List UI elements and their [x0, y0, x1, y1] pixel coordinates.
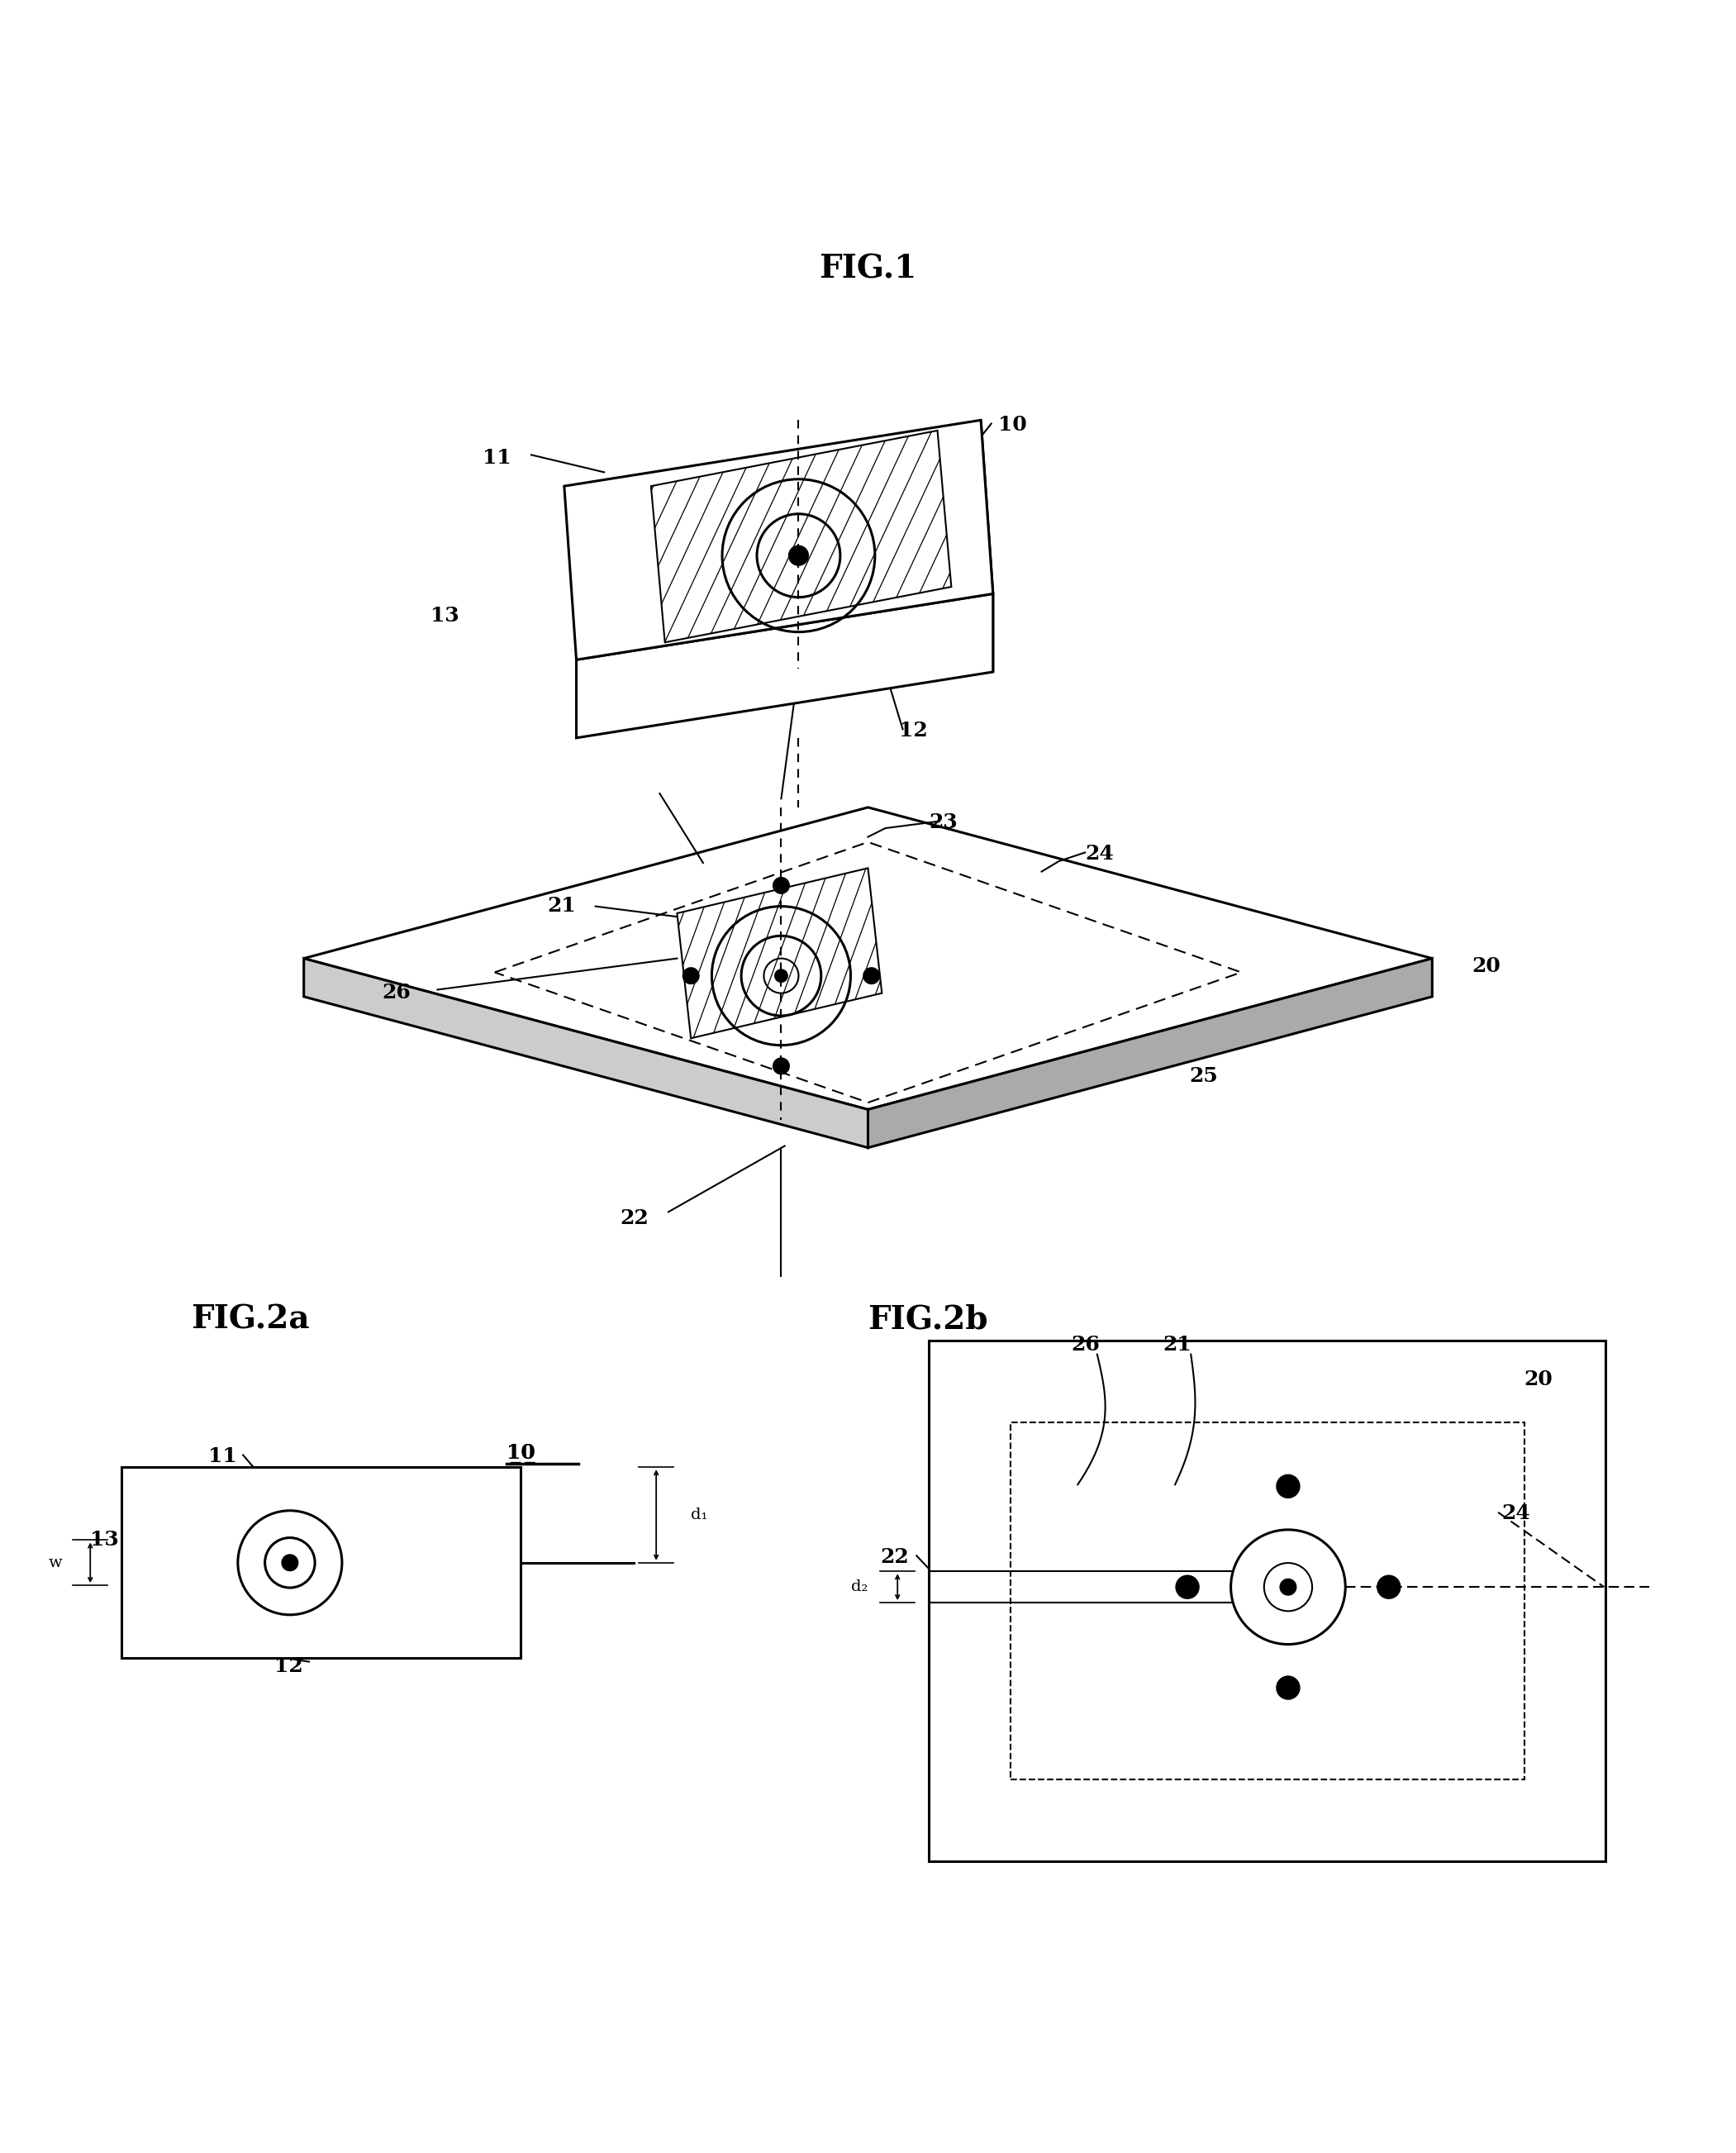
Text: d₂: d₂	[851, 1580, 868, 1595]
Circle shape	[774, 969, 788, 982]
Text: 26: 26	[382, 982, 411, 1003]
Bar	[1010, 1421, 1524, 1781]
Circle shape	[773, 876, 790, 893]
Text: 26: 26	[1071, 1335, 1101, 1354]
Text: FIG.2a: FIG.2a	[191, 1303, 309, 1335]
Text: 22: 22	[620, 1208, 649, 1227]
Text: 12: 12	[899, 721, 929, 741]
Text: w: w	[49, 1554, 62, 1570]
Text: 10: 10	[998, 416, 1028, 435]
Text: 1̲0̲: 1̲0̲	[507, 1445, 536, 1464]
Text: 10: 10	[507, 1443, 536, 1462]
Text: 21: 21	[547, 896, 576, 915]
Bar	[122, 1466, 521, 1658]
Circle shape	[788, 545, 809, 566]
Text: 13: 13	[431, 605, 460, 627]
Text: 11: 11	[483, 448, 512, 467]
Polygon shape	[981, 420, 993, 672]
Circle shape	[1276, 1475, 1300, 1498]
Text: 12: 12	[274, 1656, 304, 1677]
Text: FIG.2b: FIG.2b	[868, 1303, 988, 1335]
Text: 25: 25	[1189, 1066, 1219, 1085]
Text: 22: 22	[880, 1548, 910, 1567]
Circle shape	[863, 967, 880, 984]
Polygon shape	[304, 958, 868, 1148]
Text: 20: 20	[1524, 1369, 1554, 1389]
Polygon shape	[868, 958, 1432, 1148]
Polygon shape	[677, 868, 882, 1038]
Text: FIG.1: FIG.1	[819, 254, 917, 284]
Polygon shape	[304, 807, 1432, 1109]
Polygon shape	[576, 594, 993, 738]
Polygon shape	[564, 420, 993, 659]
Circle shape	[773, 1057, 790, 1074]
Text: 24: 24	[1085, 844, 1115, 863]
Bar	[929, 1341, 1606, 1862]
Circle shape	[1279, 1578, 1297, 1595]
Text: d₁: d₁	[691, 1507, 708, 1522]
Circle shape	[281, 1554, 299, 1572]
Circle shape	[1276, 1675, 1300, 1701]
Text: 13: 13	[90, 1529, 120, 1550]
Text: 24: 24	[1502, 1503, 1531, 1524]
Circle shape	[682, 967, 700, 984]
Text: 20: 20	[1472, 956, 1502, 977]
Text: 21: 21	[1163, 1335, 1193, 1354]
Text: 23: 23	[929, 812, 958, 833]
Circle shape	[1377, 1574, 1401, 1600]
Polygon shape	[651, 431, 951, 642]
Circle shape	[1175, 1574, 1200, 1600]
Text: 11: 11	[208, 1447, 238, 1466]
